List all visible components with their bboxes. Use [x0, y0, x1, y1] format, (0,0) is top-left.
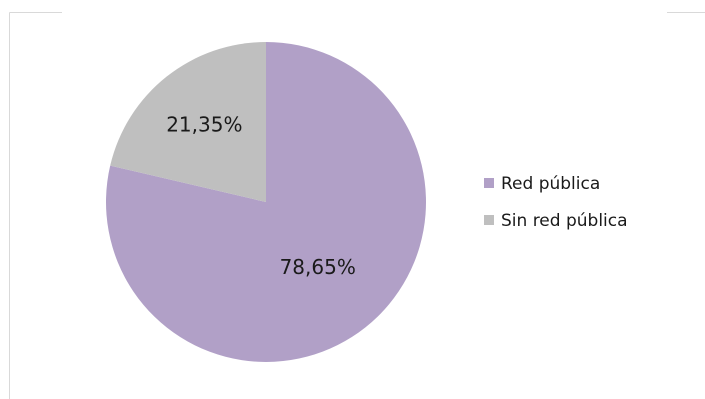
legend-label-sin-red-publica: Sin red pública: [501, 211, 628, 231]
data-label-sin-red-p-blica: 21,35%: [166, 112, 242, 136]
legend-swatch-sin-red-publica: [484, 215, 494, 225]
data-label-red-p-blica: 78,65%: [280, 255, 356, 279]
pie-data-labels: 78,65% 21,35%: [166, 112, 356, 279]
legend-label-red-publica: Red pública: [501, 174, 600, 194]
chart-legend: Red pública Sin red pública: [484, 174, 628, 231]
legend-swatch-red-publica: [484, 178, 494, 188]
pie-slice-red-p-blica: [105, 42, 426, 363]
pie-slices: [105, 42, 426, 363]
pie-slice-sin-red-p-blica: [110, 42, 266, 202]
